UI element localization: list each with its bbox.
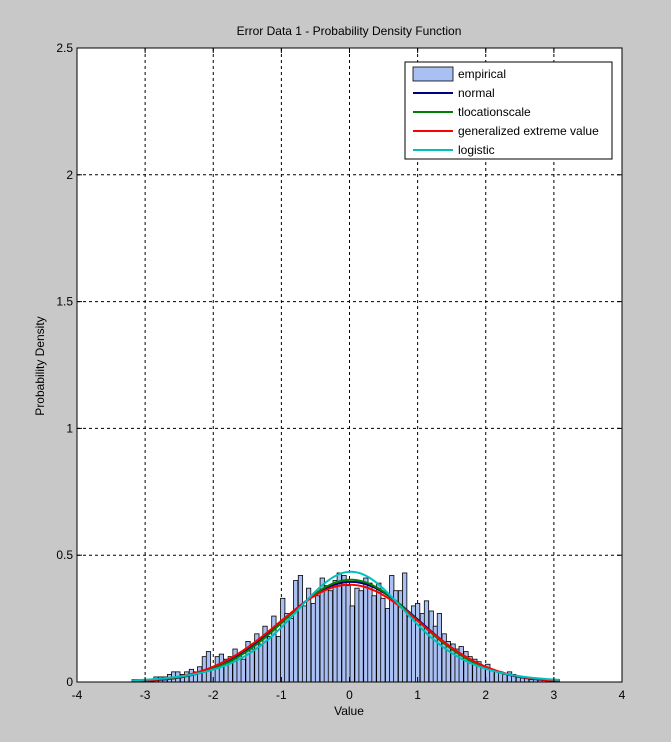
histogram-bar	[314, 595, 321, 683]
pdf-curves	[131, 570, 560, 683]
x-tick-label: 2	[482, 688, 489, 702]
legend-label: empirical	[458, 67, 506, 81]
x-tick-label: -2	[208, 688, 219, 702]
x-tick-label: 1	[414, 688, 421, 702]
histogram-bar	[336, 572, 342, 683]
y-tick-label: 1.5	[56, 295, 73, 309]
x-axis-label: Value	[334, 704, 364, 718]
histogram-bar	[436, 613, 443, 683]
x-tick-label: 0	[346, 688, 353, 702]
y-axis-label: Probability Density	[33, 316, 47, 415]
y-tick-label: 0	[66, 675, 73, 689]
legend-label: tlocationscale	[458, 105, 531, 119]
curve-generalized-extreme-value	[132, 583, 560, 683]
y-tick-label: 2	[66, 168, 73, 182]
x-tick-label: -1	[276, 688, 287, 702]
histogram-bar	[402, 572, 408, 683]
legend-label: normal	[458, 86, 495, 100]
histogram-bar	[327, 590, 334, 683]
legend-label: generalized extreme value	[458, 124, 599, 138]
histogram-bar	[205, 651, 212, 683]
histogram-bar	[371, 595, 377, 683]
histogram-bar	[415, 602, 421, 683]
x-tick-label: -4	[72, 688, 83, 702]
histogram-bar	[502, 673, 508, 683]
chart-title: Error Data 1 - Probability Density Funct…	[237, 24, 462, 38]
y-tick-label: 1	[66, 421, 73, 435]
y-tick-label: 0.5	[56, 548, 73, 562]
histogram-bar	[358, 590, 364, 683]
histogram-bar	[349, 605, 355, 683]
histogram-bar	[293, 580, 299, 683]
x-tick-label: -3	[140, 688, 151, 702]
histogram-bar	[240, 658, 246, 683]
histogram-bar	[249, 648, 255, 683]
legend: empirical normal tlocationscale generalized…	[404, 61, 613, 160]
y-tick-label: 2.5	[56, 41, 73, 55]
histogram-bar	[306, 587, 312, 683]
axis-ticks: -4 -3 -2 -1 0 1 2 3 4 0 0.5 1 1.5 2 2.5	[56, 41, 625, 702]
x-tick-label: 3	[551, 688, 558, 702]
curve-logistic	[131, 570, 560, 682]
histogram-bar	[423, 600, 430, 683]
legend-label: logistic	[458, 143, 495, 157]
grid-lines	[77, 48, 622, 682]
x-tick-label: 4	[619, 688, 626, 702]
histogram-bar	[380, 597, 386, 683]
legend-swatch-empirical	[412, 66, 454, 82]
